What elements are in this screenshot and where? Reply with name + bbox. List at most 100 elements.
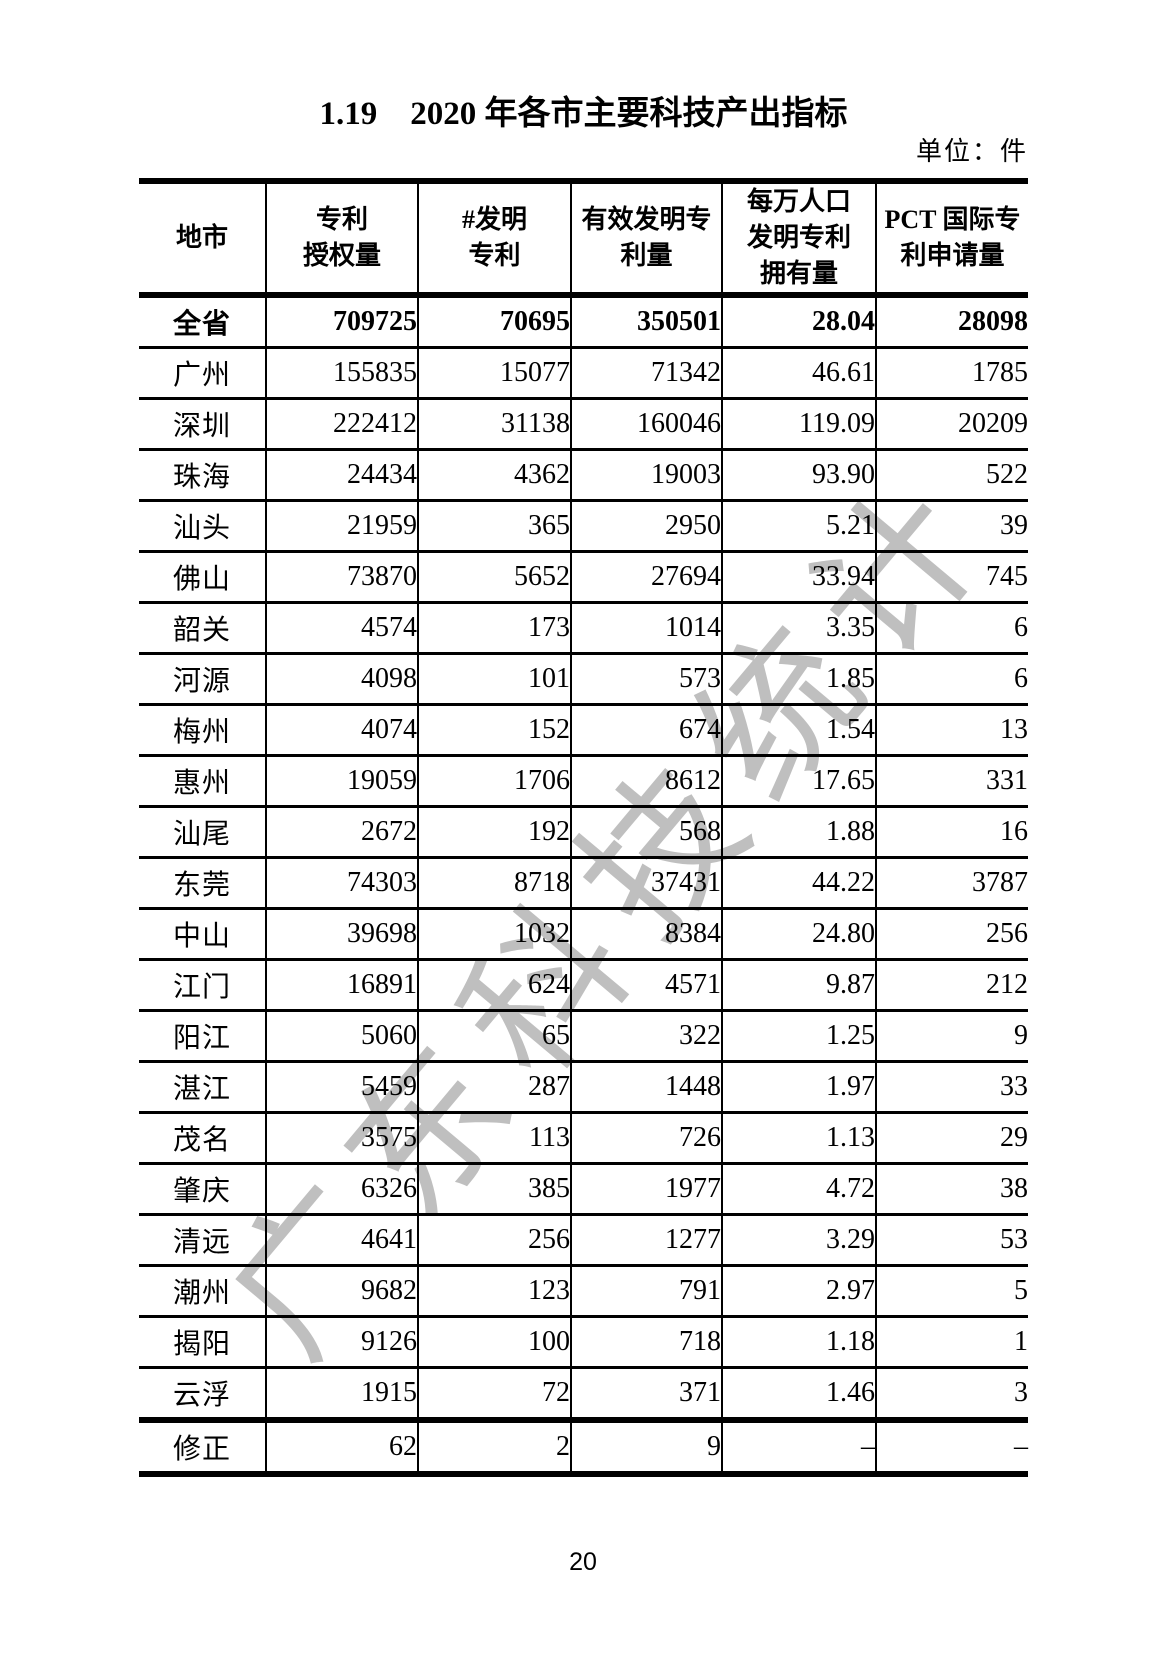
- value-cell: 2950: [570, 500, 722, 553]
- value-cell: 37431: [570, 857, 722, 910]
- value-cell: 718: [570, 1316, 722, 1369]
- value-cell: 1.46: [721, 1367, 876, 1422]
- value-cell: 4574: [265, 602, 418, 655]
- row-label: 全省: [139, 295, 266, 349]
- value-cell: 624: [417, 959, 571, 1012]
- row-label: 江门: [139, 959, 266, 1012]
- value-cell: 21959: [265, 500, 418, 553]
- value-cell: 8612: [570, 755, 722, 808]
- value-cell: 65: [417, 1010, 571, 1063]
- value-cell: 1706: [417, 755, 571, 808]
- value-cell: 745: [875, 551, 1028, 604]
- value-cell: 1.13: [721, 1112, 876, 1165]
- value-cell: 160046: [570, 398, 722, 451]
- value-cell: 287: [417, 1061, 571, 1114]
- value-cell: 3787: [875, 857, 1028, 910]
- value-cell: 1.18: [721, 1316, 876, 1369]
- value-cell: 20209: [875, 398, 1028, 451]
- value-cell: 62: [265, 1417, 418, 1477]
- row-label: 湛江: [139, 1061, 266, 1114]
- value-cell: 8384: [570, 908, 722, 961]
- value-cell: 1.85: [721, 653, 876, 706]
- value-cell: 70695: [417, 295, 571, 349]
- value-cell: 256: [875, 908, 1028, 961]
- column-header: 地市: [139, 178, 266, 298]
- table-row: 汕头 21959 365 2950 5.21 39: [139, 500, 1028, 553]
- value-cell: 24.80: [721, 908, 876, 961]
- value-cell: 522: [875, 449, 1028, 502]
- row-label: 揭阳: [139, 1316, 266, 1369]
- value-cell: 1448: [570, 1061, 722, 1114]
- unit-label: 单位：件: [915, 137, 1028, 166]
- column-header: 专利 授权量: [265, 178, 418, 298]
- value-cell: 1.54: [721, 704, 876, 757]
- value-cell: 6: [875, 602, 1028, 655]
- value-cell: 365: [417, 500, 571, 553]
- table-row: 茂名 3575 113 726 1.13 29: [139, 1112, 1028, 1165]
- value-cell: 3.35: [721, 602, 876, 655]
- table-row: 云浮 1915 72 371 1.46 3: [139, 1367, 1028, 1422]
- value-cell: 4641: [265, 1214, 418, 1267]
- table-row: 珠海 24434 4362 19003 93.90 522: [139, 449, 1028, 502]
- value-cell: 101: [417, 653, 571, 706]
- value-cell: 16891: [265, 959, 418, 1012]
- value-cell: 4074: [265, 704, 418, 757]
- table-row: 江门 16891 624 4571 9.87 212: [139, 959, 1028, 1012]
- value-cell: 222412: [265, 398, 418, 451]
- value-cell: 123: [417, 1265, 571, 1318]
- value-cell: 46.61: [721, 347, 876, 400]
- value-cell: –: [875, 1417, 1028, 1477]
- value-cell: 72: [417, 1367, 571, 1422]
- value-cell: 2672: [265, 806, 418, 859]
- value-cell: 5060: [265, 1010, 418, 1063]
- value-cell: 3.29: [721, 1214, 876, 1267]
- value-cell: 28098: [875, 295, 1028, 349]
- table-row: 佛山 73870 5652 27694 33.94 745: [139, 551, 1028, 604]
- value-cell: 791: [570, 1265, 722, 1318]
- value-cell: 3: [875, 1367, 1028, 1422]
- row-label: 东莞: [139, 857, 266, 910]
- value-cell: 3575: [265, 1112, 418, 1165]
- value-cell: 33: [875, 1061, 1028, 1114]
- row-label: 茂名: [139, 1112, 266, 1165]
- value-cell: 192: [417, 806, 571, 859]
- value-cell: 39: [875, 500, 1028, 553]
- value-cell: 256: [417, 1214, 571, 1267]
- value-cell: 28.04: [721, 295, 876, 349]
- value-cell: 385: [417, 1163, 571, 1216]
- value-cell: 322: [570, 1010, 722, 1063]
- row-label: 韶关: [139, 602, 266, 655]
- value-cell: 152: [417, 704, 571, 757]
- row-label: 惠州: [139, 755, 266, 808]
- table-row: 惠州 19059 1706 8612 17.65 331: [139, 755, 1028, 808]
- value-cell: 100: [417, 1316, 571, 1369]
- value-cell: 1915: [265, 1367, 418, 1422]
- value-cell: 1.25: [721, 1010, 876, 1063]
- row-label: 佛山: [139, 551, 266, 604]
- value-cell: 371: [570, 1367, 722, 1422]
- row-label: 清远: [139, 1214, 266, 1267]
- value-cell: 24434: [265, 449, 418, 502]
- table-header-row: 地市 专利 授权量 #发明 专利 有效发明专 利量 每万人口 发明专利 拥有量 PCT 国…: [139, 178, 1028, 298]
- value-cell: 9126: [265, 1316, 418, 1369]
- value-cell: 27694: [570, 551, 722, 604]
- value-cell: 568: [570, 806, 722, 859]
- row-label: 河源: [139, 653, 266, 706]
- value-cell: 1277: [570, 1214, 722, 1267]
- value-cell: 71342: [570, 347, 722, 400]
- table-row: 中山 39698 1032 8384 24.80 256: [139, 908, 1028, 961]
- value-cell: 31138: [417, 398, 571, 451]
- value-cell: 1014: [570, 602, 722, 655]
- value-cell: 573: [570, 653, 722, 706]
- table-row: 韶关 4574 173 1014 3.35 6: [139, 602, 1028, 655]
- value-cell: 44.22: [721, 857, 876, 910]
- value-cell: 33.94: [721, 551, 876, 604]
- table-row: 阳江 5060 65 322 1.25 9: [139, 1010, 1028, 1063]
- table-row: 全省 709725 70695 350501 28.04 28098: [139, 295, 1028, 349]
- value-cell: 4098: [265, 653, 418, 706]
- row-label: 珠海: [139, 449, 266, 502]
- value-cell: 9: [875, 1010, 1028, 1063]
- value-cell: 5: [875, 1265, 1028, 1318]
- value-cell: 5459: [265, 1061, 418, 1114]
- table-row: 湛江 5459 287 1448 1.97 33: [139, 1061, 1028, 1114]
